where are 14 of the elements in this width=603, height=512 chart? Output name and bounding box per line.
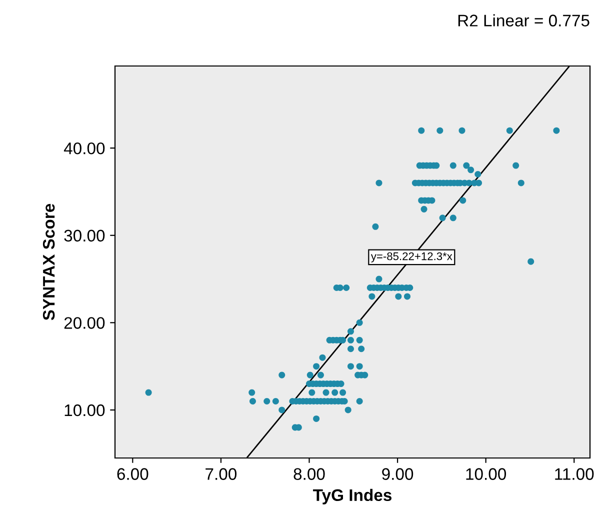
x-tick-label: 8.00 [294,468,325,480]
x-tick-label: 7.00 [206,468,237,480]
y-tick-label: 30.00 [64,230,105,242]
x-tick-label: 10.00 [466,468,506,480]
x-tick-label: 9.00 [382,468,414,480]
x-axis-title: TyG Indes [313,488,392,504]
y-tick-label: 10.00 [64,404,105,416]
x-tick-label: 11.00 [555,468,594,480]
y-tick-label: 20.00 [64,317,105,329]
y-tick-label: 40.00 [64,142,105,154]
text: R2 Linear = 0.775 [458,14,590,26]
y-axis-title: SYNTAX Score [42,204,55,320]
annotation: y=-85.22+12.3*x [370,252,452,262]
x-tick-label: 6.00 [117,468,148,480]
